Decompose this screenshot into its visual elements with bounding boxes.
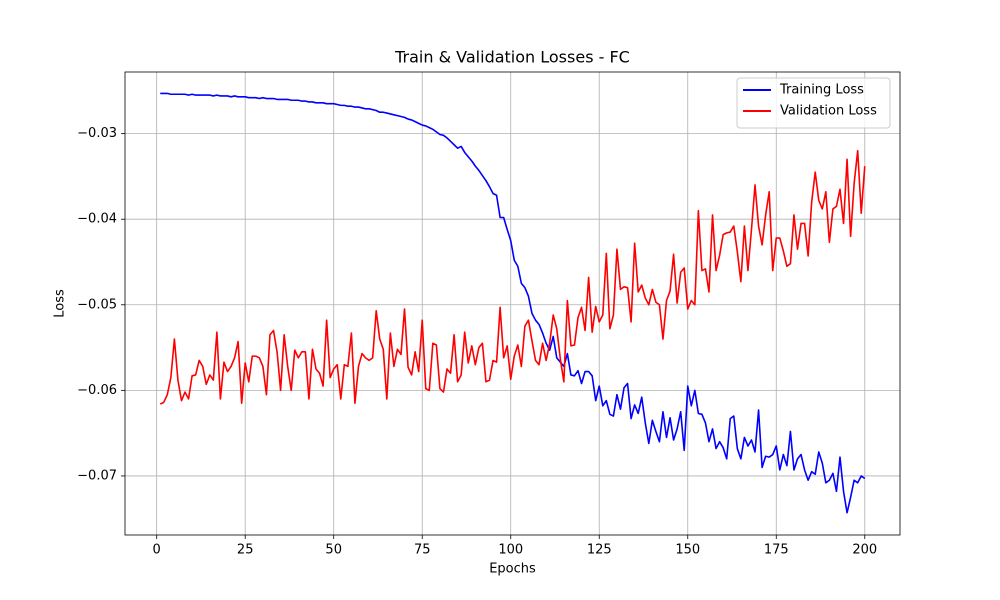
line-series bbox=[160, 92, 866, 514]
legend-box bbox=[736, 77, 891, 129]
line-series bbox=[159, 149, 866, 405]
x-tick-label: 125 bbox=[587, 543, 612, 558]
legend-label: Training Loss bbox=[779, 83, 864, 98]
plot-frame bbox=[124, 71, 901, 536]
x-axis-label: Epochs bbox=[489, 562, 536, 577]
y-tick-label: −0.05 bbox=[77, 297, 117, 312]
axes: 0 25 50 75 100 125 150 175 200 −0.07 −0.06 −0.05 −0.… bbox=[77, 126, 877, 557]
x-tick-label: 150 bbox=[675, 543, 700, 558]
x-tick-label: 100 bbox=[498, 543, 523, 558]
x-tick-label: 75 bbox=[414, 543, 431, 558]
legend-label: Validation Loss bbox=[780, 104, 877, 119]
chart-title: Train & Validation Losses - FC bbox=[394, 48, 630, 67]
plot-data bbox=[159, 92, 866, 514]
y-tick-label: −0.07 bbox=[77, 468, 117, 483]
x-tick-label: 175 bbox=[764, 543, 789, 558]
grid bbox=[125, 72, 900, 535]
y-axis-label: Loss bbox=[53, 289, 68, 318]
x-tick-label: 25 bbox=[237, 543, 254, 558]
x-tick-label: 50 bbox=[325, 543, 342, 558]
x-tick-label: 0 bbox=[153, 543, 161, 558]
y-tick-label: −0.04 bbox=[77, 212, 117, 227]
y-tick-label: −0.03 bbox=[77, 126, 117, 141]
legend: Training Loss Validation Loss bbox=[736, 77, 891, 129]
y-tick-label: −0.06 bbox=[77, 383, 117, 398]
x-tick-label: 200 bbox=[852, 543, 877, 558]
